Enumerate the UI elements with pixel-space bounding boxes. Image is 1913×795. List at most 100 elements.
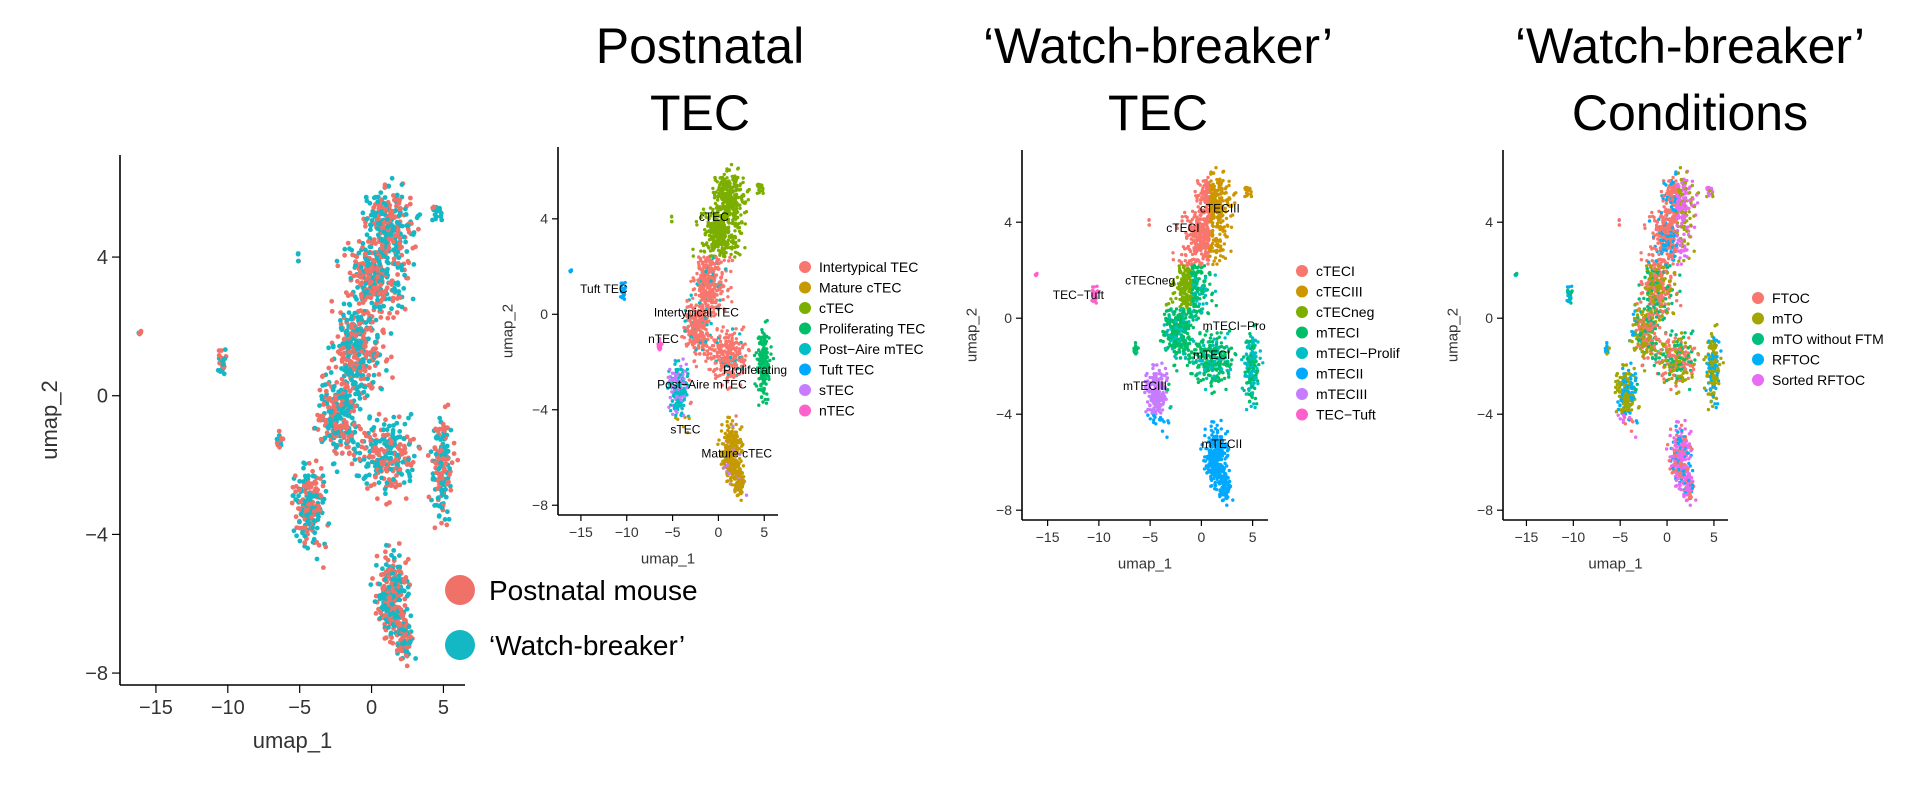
data-point	[405, 584, 411, 590]
data-point	[321, 401, 326, 407]
data-point	[303, 476, 309, 482]
data-point	[684, 342, 688, 346]
legend-label: sTEC	[819, 382, 854, 398]
data-point	[367, 244, 373, 250]
data-point	[398, 648, 404, 654]
data-point	[362, 384, 368, 390]
data-point	[329, 408, 334, 414]
data-point	[668, 395, 672, 400]
data-point	[735, 245, 739, 249]
data-point	[389, 175, 395, 181]
data-point	[668, 367, 672, 372]
data-point	[727, 472, 731, 476]
data-point	[416, 226, 421, 232]
data-point	[709, 262, 713, 267]
data-point	[438, 460, 444, 466]
data-point	[392, 582, 398, 587]
data-point	[359, 349, 364, 354]
data-point	[743, 211, 747, 215]
data-point	[333, 394, 338, 399]
data-point	[697, 301, 702, 305]
data-point	[703, 263, 708, 268]
data-point	[671, 412, 675, 416]
data-point	[358, 308, 364, 314]
cluster-label: nTEC	[648, 332, 679, 346]
data-point	[402, 272, 407, 278]
data-point	[697, 280, 701, 284]
data-point	[391, 576, 397, 582]
data-point	[352, 403, 358, 409]
data-point	[356, 250, 362, 256]
data-point	[364, 198, 370, 204]
data-point	[759, 395, 764, 400]
data-point	[323, 488, 329, 494]
data-point	[705, 230, 709, 234]
data-point	[736, 478, 740, 483]
data-point	[712, 338, 716, 342]
data-point	[384, 248, 389, 254]
data-point	[668, 409, 673, 413]
data-point	[363, 256, 369, 262]
data-point	[730, 333, 735, 337]
data-point	[711, 369, 716, 374]
data-point	[399, 182, 405, 188]
data-point	[436, 503, 442, 509]
data-point	[679, 364, 683, 368]
data-point	[413, 656, 418, 661]
data-point	[384, 269, 390, 275]
data-point	[404, 223, 409, 229]
data-point	[326, 345, 331, 351]
data-point	[743, 222, 747, 226]
data-point	[334, 469, 340, 475]
data-point	[387, 280, 393, 286]
data-point	[349, 331, 355, 336]
data-point	[730, 419, 735, 423]
data-point	[318, 436, 324, 442]
data-point	[390, 622, 396, 627]
data-point	[368, 582, 374, 587]
data-point	[402, 603, 408, 608]
data-point	[734, 433, 738, 437]
data-point	[332, 448, 337, 454]
data-point	[352, 446, 357, 452]
data-point	[371, 195, 377, 201]
data-point	[364, 267, 370, 273]
data-point	[368, 227, 373, 233]
data-point	[397, 429, 403, 434]
data-point	[398, 607, 404, 612]
data-point	[399, 262, 405, 268]
data-point	[388, 466, 394, 472]
data-point	[376, 372, 382, 377]
data-point	[386, 584, 392, 590]
data-point	[684, 362, 688, 366]
data-point	[736, 463, 741, 467]
data-point	[358, 426, 363, 432]
data-point	[378, 610, 384, 616]
legend-swatch	[799, 404, 811, 417]
data-point	[718, 251, 722, 255]
data-point	[739, 213, 743, 217]
data-point	[387, 460, 392, 466]
data-point	[383, 549, 388, 555]
data-point	[720, 329, 724, 333]
legend-swatch	[799, 384, 811, 396]
data-point	[426, 494, 432, 500]
data-point	[362, 446, 368, 451]
cluster-label: sTEC	[670, 423, 700, 437]
data-point	[386, 477, 392, 482]
x-axis-title: umap_1	[641, 551, 695, 568]
data-point	[380, 344, 386, 349]
data-point	[388, 455, 394, 461]
data-point	[1224, 216, 1229, 221]
data-point	[408, 639, 413, 644]
data-point	[730, 239, 734, 244]
data-point	[709, 321, 713, 326]
data-point	[718, 339, 723, 344]
data-point	[761, 400, 765, 404]
y-tick-label: −4	[85, 524, 108, 546]
data-point	[383, 417, 388, 423]
data-point	[367, 365, 372, 371]
data-point	[671, 393, 676, 398]
data-point	[295, 251, 301, 256]
